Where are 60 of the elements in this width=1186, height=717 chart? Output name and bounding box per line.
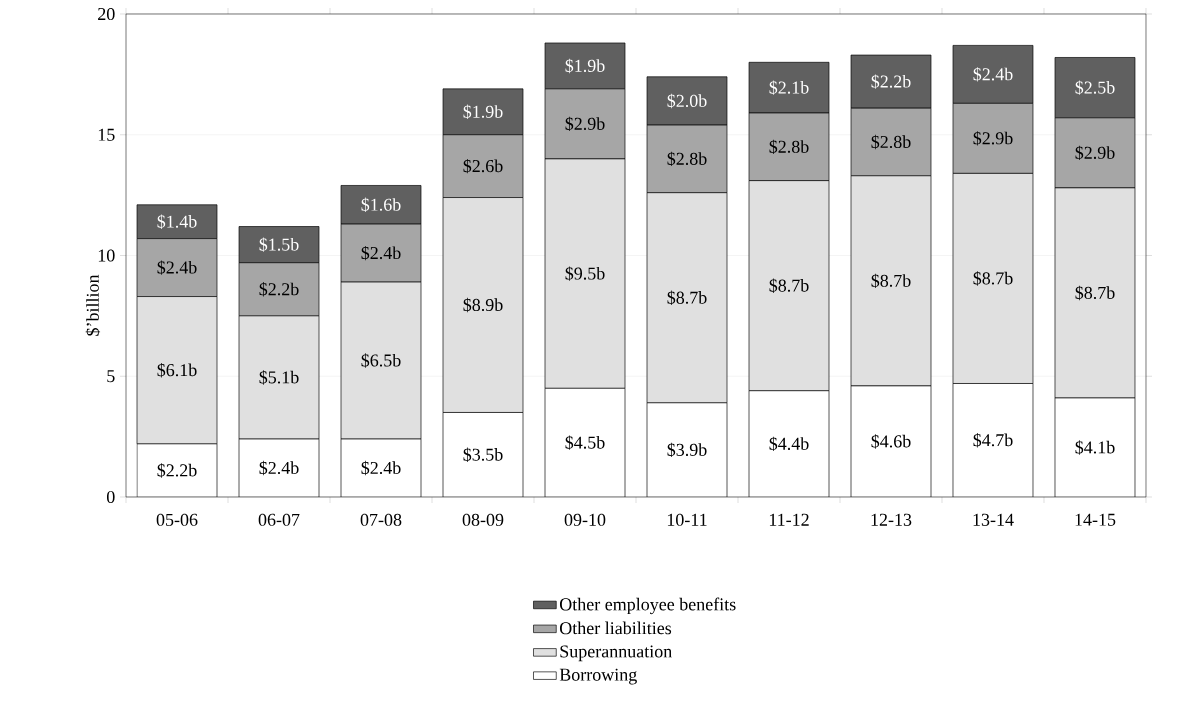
data-label: $2.2b (259, 282, 299, 297)
data-label: $4.6b (871, 434, 911, 449)
x-tick-label: 07-08 (360, 513, 402, 526)
data-label: $2.8b (871, 134, 911, 150)
y-tick-label: 15 (98, 128, 115, 141)
data-label: $3.9b (667, 442, 707, 458)
data-label: $1.4b (157, 214, 197, 229)
x-tick-label: 05-06 (156, 513, 198, 526)
data-label: $9.5b (565, 266, 605, 281)
data-label: $2.9b (973, 131, 1013, 146)
legend-label: Other liabilities (559, 621, 672, 635)
data-label: $2.4b (157, 260, 197, 275)
x-tick-label: 12-13 (871, 513, 912, 526)
data-label: $1.9b (463, 104, 503, 120)
data-label: $8.9b (463, 297, 503, 313)
data-label: $5.1b (259, 370, 299, 385)
x-tick-label: 11-12 (769, 513, 809, 526)
y-tick-label: 10 (98, 249, 115, 262)
data-label: $8.7b (667, 290, 707, 305)
legend-label: Superannuation (560, 645, 672, 662)
y-axis-title: $’billion (85, 274, 101, 336)
x-tick-label: 14-15 (1075, 513, 1116, 526)
legend-label: Other employee benefits (559, 597, 736, 615)
data-label: $2.9b (565, 116, 605, 132)
data-label: $4.7b (973, 433, 1013, 448)
legend-label: Borrowing (559, 668, 637, 685)
data-label: $8.7b (769, 278, 809, 293)
data-label: $2.9b (1075, 145, 1115, 161)
y-tick-label: 0 (106, 490, 115, 504)
data-label: $4.5b (565, 435, 605, 450)
data-label: $6.5b (361, 353, 401, 368)
x-tick-label: 06-07 (258, 513, 300, 526)
x-tick-label: 10-11 (667, 513, 707, 526)
data-label: $2.8b (667, 151, 707, 167)
data-label: $2.4b (259, 460, 299, 476)
data-label: $2.4b (973, 67, 1013, 82)
data-label: $2.4b (361, 245, 401, 261)
x-tick-label: 13-14 (973, 513, 1014, 526)
data-label: $2.0b (667, 93, 707, 109)
data-label: $1.6b (361, 197, 401, 212)
data-label: $1.9b (565, 58, 605, 74)
x-tick-label: 09-10 (564, 513, 606, 526)
data-label: $8.7b (973, 271, 1013, 286)
data-label: $1.5b (259, 237, 299, 252)
data-label: $4.4b (769, 436, 809, 452)
data-label: $2.6b (463, 158, 503, 174)
data-label: $2.8b (769, 139, 809, 155)
y-tick-label: 5 (107, 370, 115, 383)
data-label: $2.2b (157, 463, 197, 478)
x-tick-label: 08-09 (462, 513, 504, 526)
data-label: $8.7b (871, 273, 911, 289)
data-label: $2.4b (361, 460, 401, 476)
data-label: $6.1b (157, 363, 197, 378)
data-label: $3.5b (463, 447, 503, 462)
data-label: $4.1b (1075, 440, 1115, 455)
data-label: $2.1b (769, 80, 809, 95)
data-label: $2.2b (871, 74, 911, 89)
y-tick-label: 20 (98, 7, 115, 21)
data-label: $8.7b (1075, 285, 1115, 301)
data-label: $2.5b (1075, 80, 1115, 95)
